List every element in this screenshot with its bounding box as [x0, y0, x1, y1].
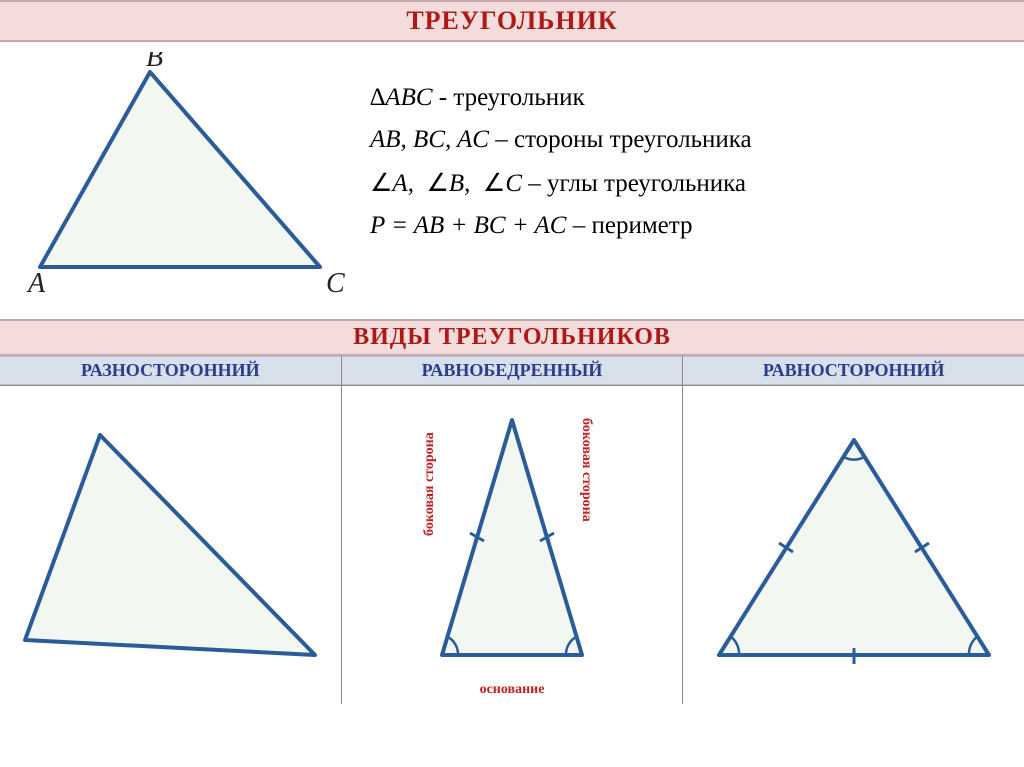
types-title-text: ВИДЫ ТРЕУГОЛЬНИКОВ [353, 324, 671, 350]
def-perimeter: P = AB + BC + AC – периметр [370, 212, 1004, 240]
perimeter-formula: P = AB + BC + AC [370, 212, 566, 239]
sides-desc: – стороны треугольника [489, 126, 752, 153]
equilateral-triangle-shape [719, 440, 989, 655]
iso-left-side-label: боковая сторона [422, 432, 438, 536]
perimeter-desc: – периметр [566, 212, 692, 239]
definitions-column: ∆ABC - треугольник AB, BC, AC – стороны … [360, 52, 1004, 307]
triangle-label-abc: ABC [385, 84, 432, 111]
def-sides: AB, BC, AC – стороны треугольника [370, 126, 1004, 154]
main-triangle-shape [40, 72, 320, 267]
def-angles: ∠A, ∠B, ∠C – углы треугольника [370, 168, 1004, 198]
vertex-label-c: C [326, 268, 345, 299]
scalene-triangle-shape [25, 435, 315, 655]
type-header-isosceles: РАВНОБЕДРЕННЫЙ [341, 356, 683, 385]
delta-symbol: ∆ [370, 84, 385, 111]
type-cell-equilateral [682, 386, 1024, 704]
iso-right-side-label: боковая сторона [578, 418, 594, 522]
definition-section: A B C ∆ABC - треугольник AB, BC, AC – ст… [0, 42, 1024, 319]
main-triangle-diagram: A B C [20, 52, 360, 307]
def-triangle-name: ∆ABC - треугольник [370, 84, 1004, 112]
type-cell-scalene [0, 386, 341, 704]
sides-list: AB, BC, AC [370, 126, 489, 153]
types-body-row: боковая сторона боковая сторона основани… [0, 386, 1024, 704]
main-title-bar: ТРЕУГОЛЬНИК [0, 0, 1024, 42]
main-triangle-svg: A B C [20, 52, 360, 302]
type-cell-isosceles: боковая сторона боковая сторона основани… [341, 386, 683, 704]
angles-desc: – углы треугольника [522, 170, 746, 197]
vertex-label-b: B [146, 52, 163, 73]
vertex-label-a: A [26, 268, 46, 299]
isosceles-triangle-svg [352, 400, 672, 690]
isosceles-triangle-shape [442, 420, 582, 655]
triangle-desc: - треугольник [433, 84, 585, 111]
types-title-bar: ВИДЫ ТРЕУГОЛЬНИКОВ [0, 319, 1024, 356]
scalene-triangle-svg [10, 405, 330, 685]
type-header-scalene: РАЗНОСТОРОННИЙ [0, 356, 341, 385]
type-header-equilateral: РАВНОСТОРОННИЙ [682, 356, 1024, 385]
types-header-row: РАЗНОСТОРОННИЙ РАВНОБЕДРЕННЫЙ РАВНОСТОРО… [0, 356, 1024, 386]
main-title-text: ТРЕУГОЛЬНИК [406, 6, 617, 35]
angles-list: ∠A, ∠B, ∠C [370, 170, 522, 197]
equilateral-triangle-svg [694, 405, 1014, 685]
iso-base-label: основание [480, 682, 545, 698]
